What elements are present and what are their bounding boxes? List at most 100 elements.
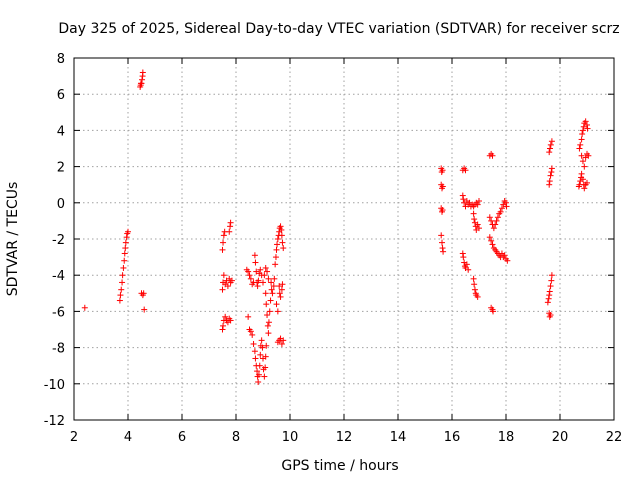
data-point [438, 232, 445, 239]
data-point [264, 322, 271, 329]
data-point [544, 299, 551, 306]
data-point [497, 208, 504, 215]
data-point [81, 304, 88, 311]
data-point [548, 169, 555, 176]
data-point [584, 121, 590, 128]
data-point [279, 281, 286, 288]
data-point [548, 272, 555, 279]
data-point [250, 340, 257, 347]
data-point [577, 141, 584, 148]
data-point [268, 286, 275, 293]
data-point [274, 236, 281, 242]
data-point [122, 239, 129, 246]
data-point [547, 312, 554, 319]
data-point [460, 254, 467, 261]
data-point [503, 203, 510, 210]
data-point [255, 277, 262, 284]
data-point [117, 292, 124, 299]
data-point [274, 241, 281, 248]
data-point [261, 373, 268, 380]
data-point [220, 272, 227, 279]
data-point [494, 214, 501, 221]
data-point [269, 290, 276, 297]
y-tick-label: -2 [52, 233, 65, 248]
data-point [546, 149, 553, 156]
data-point [259, 344, 266, 351]
data-point [121, 257, 128, 264]
data-point [272, 254, 279, 261]
data-point [504, 257, 511, 264]
data-point [486, 234, 493, 241]
data-point [254, 283, 261, 290]
data-point [279, 239, 286, 246]
data-point [576, 145, 583, 152]
data-point [490, 308, 497, 315]
x-tick-label: 8 [232, 430, 240, 445]
data-point [251, 252, 258, 259]
data-point [137, 80, 144, 87]
data-point [119, 272, 126, 279]
data-point [264, 312, 271, 319]
data-point [227, 317, 234, 324]
data-point [488, 237, 495, 244]
data-point [252, 355, 259, 362]
data-point [228, 277, 235, 284]
data-point [546, 181, 553, 188]
y-tick-label: -8 [52, 342, 65, 357]
data-point [474, 221, 481, 228]
data-point [261, 272, 268, 279]
data-point [578, 170, 585, 177]
data-point [580, 123, 587, 130]
data-point [578, 152, 585, 159]
data-point [245, 268, 252, 275]
data-point [125, 228, 131, 235]
data-point [584, 125, 591, 132]
data-point [270, 283, 277, 290]
data-point [267, 297, 274, 304]
y-tick-label: -6 [52, 305, 65, 320]
y-tick-label: -10 [44, 378, 65, 393]
data-point [439, 207, 446, 214]
data-point [257, 351, 264, 358]
data-point [278, 226, 285, 233]
data-point [486, 214, 493, 221]
data-point [476, 225, 482, 232]
data-point [440, 248, 447, 255]
data-point [545, 295, 552, 302]
x-tick-label: 6 [178, 430, 186, 445]
data-point [474, 201, 481, 208]
data-point [139, 69, 146, 76]
data-point [489, 152, 496, 159]
data-point [581, 163, 588, 170]
y-tick-label: 6 [57, 88, 65, 103]
y-tick-label: 8 [57, 52, 65, 67]
data-point [579, 131, 586, 138]
data-point [121, 250, 128, 257]
data-point [493, 217, 500, 224]
data-points [81, 69, 592, 385]
data-point [463, 261, 470, 268]
data-point [247, 328, 254, 335]
data-point [265, 275, 272, 282]
data-point [492, 221, 499, 228]
data-point [548, 138, 555, 145]
data-point [579, 176, 586, 183]
data-point [585, 152, 592, 159]
data-point [263, 301, 270, 308]
data-point [488, 217, 495, 224]
data-point [119, 279, 126, 286]
data-point [548, 277, 555, 284]
data-point [247, 275, 254, 282]
data-point [257, 266, 264, 273]
data-point [280, 337, 287, 344]
y-tick-label: 4 [57, 124, 65, 139]
data-point [439, 183, 446, 190]
x-tick-label: 10 [282, 430, 299, 445]
data-point [547, 283, 554, 290]
data-point [277, 223, 284, 230]
data-point [273, 246, 280, 253]
x-tick-label: 22 [606, 430, 623, 445]
data-point [220, 239, 227, 246]
data-point [220, 322, 227, 329]
data-point [219, 326, 226, 333]
